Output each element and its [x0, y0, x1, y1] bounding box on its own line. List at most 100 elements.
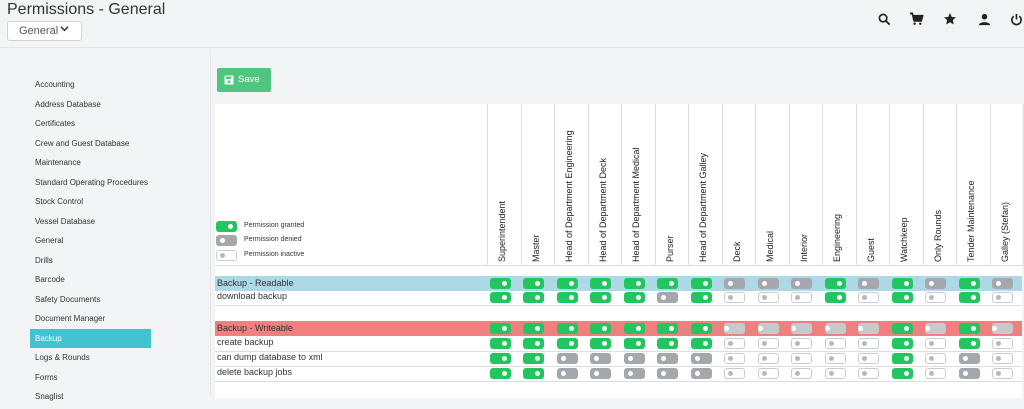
permission-toggle[interactable] [925, 353, 946, 364]
permission-toggle[interactable] [557, 338, 578, 349]
permission-toggle[interactable] [557, 353, 578, 364]
permission-toggle[interactable] [925, 278, 946, 289]
permission-toggle[interactable] [758, 368, 779, 379]
sidebar-item-safety-documents[interactable]: Safety Documents [35, 294, 101, 304]
sidebar-item-barcode[interactable]: Barcode [35, 275, 65, 284]
permission-toggle[interactable] [858, 292, 879, 303]
permission-toggle[interactable] [691, 292, 712, 303]
permission-toggle[interactable] [892, 368, 913, 379]
permission-toggle[interactable] [691, 368, 712, 379]
permission-toggle[interactable] [791, 292, 812, 303]
permission-toggle[interactable] [490, 338, 511, 349]
permission-toggle[interactable] [523, 278, 544, 289]
permission-toggle[interactable] [590, 338, 611, 349]
permission-toggle[interactable] [825, 338, 846, 349]
permission-toggle[interactable] [657, 353, 678, 364]
permission-toggle[interactable] [959, 338, 980, 349]
permission-toggle[interactable] [959, 278, 980, 289]
permission-toggle[interactable] [858, 368, 879, 379]
permission-toggle[interactable] [758, 278, 779, 289]
permission-toggle[interactable] [825, 292, 846, 303]
sidebar-item-document-manager[interactable]: Document Manager [35, 314, 106, 323]
permission-toggle[interactable] [791, 353, 812, 364]
search-icon[interactable] [876, 11, 892, 27]
module-dropdown[interactable]: General [7, 21, 82, 41]
sidebar-item-forms[interactable]: Forms [35, 372, 58, 382]
sidebar-item-vessel-database[interactable]: Vessel Database [35, 216, 96, 226]
sidebar-item-address-database[interactable]: Address Database [35, 99, 101, 109]
permission-toggle[interactable] [590, 278, 611, 289]
permission-toggle[interactable] [657, 278, 678, 289]
sidebar-item-general[interactable]: General [35, 236, 64, 245]
permission-toggle[interactable] [691, 323, 712, 334]
permission-toggle[interactable] [557, 278, 578, 289]
permission-toggle[interactable] [724, 292, 745, 303]
permission-toggle[interactable] [557, 368, 578, 379]
permission-toggle[interactable] [992, 278, 1013, 289]
permission-toggle[interactable] [724, 353, 745, 364]
permission-toggle[interactable] [590, 368, 611, 379]
permission-toggle[interactable] [590, 292, 611, 303]
permission-toggle[interactable] [590, 353, 611, 364]
permission-toggle[interactable] [758, 292, 779, 303]
save-button[interactable]: Save [217, 68, 271, 92]
permission-toggle[interactable] [657, 368, 678, 379]
permission-toggle[interactable] [858, 353, 879, 364]
permission-toggle[interactable] [925, 292, 946, 303]
sidebar-item-maintenance[interactable]: Maintenance [35, 158, 81, 167]
permission-toggle[interactable] [490, 368, 511, 379]
permission-toggle[interactable] [825, 368, 846, 379]
sidebar-item-accounting[interactable]: Accounting [35, 80, 75, 89]
sidebar-item-certificates[interactable]: Certificates [35, 119, 76, 128]
power-icon[interactable] [1008, 11, 1024, 27]
permission-toggle[interactable] [892, 338, 913, 349]
permission-toggle[interactable] [523, 353, 544, 364]
permission-toggle[interactable] [624, 323, 645, 334]
permission-toggle[interactable] [959, 323, 980, 334]
sidebar-item-snaglist[interactable]: Snaglist [35, 392, 64, 401]
permission-toggle[interactable] [657, 338, 678, 349]
permission-toggle[interactable] [691, 278, 712, 289]
sidebar-item-stock-control[interactable]: Stock Control [35, 197, 84, 206]
permission-toggle[interactable] [758, 353, 779, 364]
permission-toggle[interactable] [490, 292, 511, 303]
permission-toggle[interactable] [791, 368, 812, 379]
permission-toggle[interactable] [557, 292, 578, 303]
permission-toggle[interactable] [992, 292, 1013, 303]
sidebar-item-crew-and-guest-database[interactable]: Crew and Guest Database [35, 138, 130, 148]
permission-toggle[interactable] [791, 338, 812, 349]
permission-toggle[interactable] [858, 278, 879, 289]
permission-toggle[interactable] [992, 338, 1013, 349]
permission-toggle[interactable] [892, 278, 913, 289]
star-icon[interactable] [942, 11, 958, 27]
permission-toggle[interactable] [523, 292, 544, 303]
permission-toggle[interactable] [624, 353, 645, 364]
permission-toggle[interactable] [992, 368, 1013, 379]
permission-toggle[interactable] [523, 338, 544, 349]
permission-toggle[interactable] [490, 323, 511, 334]
permission-toggle[interactable] [892, 292, 913, 303]
permission-toggle[interactable] [959, 353, 980, 364]
permission-toggle[interactable] [758, 338, 779, 349]
cart-icon[interactable] [908, 11, 924, 27]
permission-toggle[interactable] [624, 278, 645, 289]
permission-toggle[interactable] [624, 368, 645, 379]
permission-toggle[interactable] [724, 368, 745, 379]
permission-toggle[interactable] [691, 353, 712, 364]
permission-toggle[interactable] [959, 292, 980, 303]
permission-toggle[interactable] [590, 323, 611, 334]
permission-toggle[interactable] [523, 368, 544, 379]
permission-toggle[interactable] [959, 368, 980, 379]
permission-toggle[interactable] [858, 338, 879, 349]
permission-toggle[interactable] [724, 338, 745, 349]
permission-toggle[interactable] [624, 292, 645, 303]
permission-toggle[interactable] [490, 353, 511, 364]
permission-toggle[interactable] [557, 323, 578, 334]
permission-toggle[interactable] [624, 338, 645, 349]
permission-toggle[interactable] [791, 278, 812, 289]
permission-toggle[interactable] [992, 353, 1013, 364]
permission-toggle[interactable] [490, 278, 511, 289]
permission-toggle[interactable] [657, 292, 678, 303]
permission-toggle[interactable] [523, 323, 544, 334]
sidebar-item-backup[interactable]: Backup [30, 328, 151, 348]
